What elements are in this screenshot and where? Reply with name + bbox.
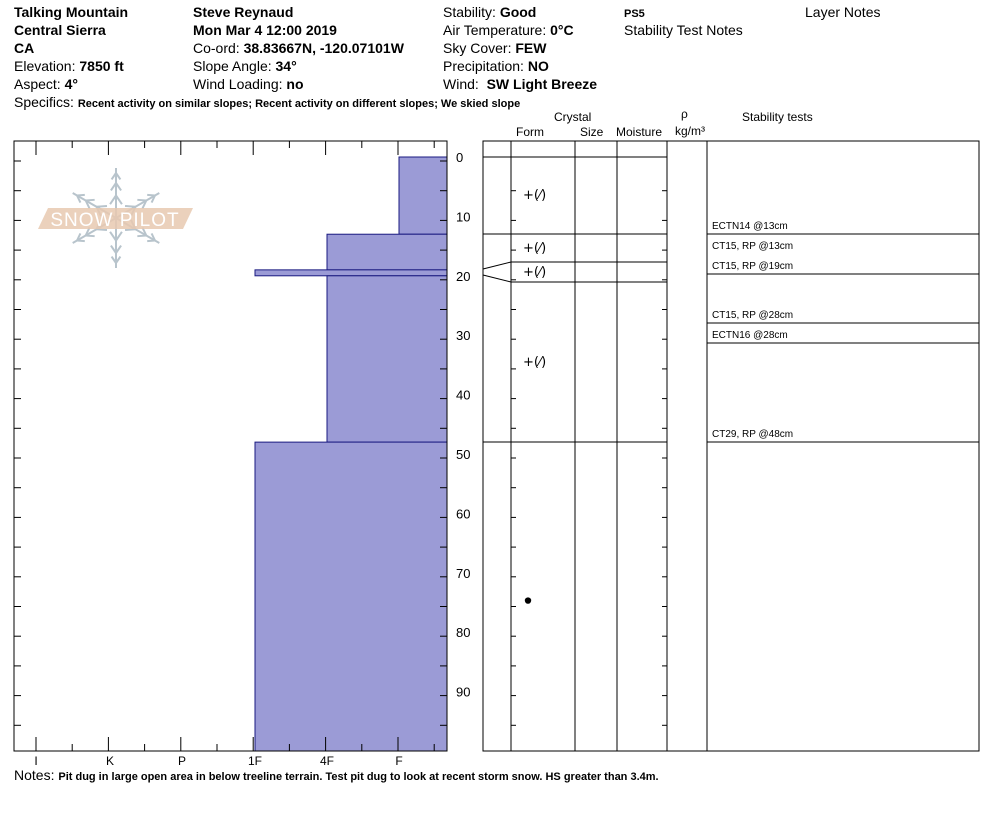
- layer-notes: Layer Notes: [805, 4, 881, 20]
- stability: Stability: Good: [443, 4, 537, 20]
- state: CA: [14, 40, 35, 56]
- depth-label: 90: [456, 685, 470, 700]
- hardness-layer-bar: [326, 275, 448, 443]
- region: Central Sierra: [14, 22, 106, 38]
- depth-label: 10: [456, 209, 470, 224]
- hardness-layer-bar: [254, 269, 448, 277]
- depth-label: 80: [456, 625, 470, 640]
- hardness-plot-frame: [13, 140, 448, 752]
- specifics: Specifics: Recent activity on similar sl…: [14, 94, 521, 110]
- col-crystal: Crystal: [554, 110, 592, 124]
- layer-table-frame: [482, 140, 980, 752]
- air-temperature: Air Temperature: 0°C: [443, 22, 574, 38]
- slope-angle: Slope Angle: 34°: [193, 58, 297, 74]
- stability-test-result: CT15, RP @13cm: [712, 241, 793, 252]
- col-form: Form: [516, 125, 544, 139]
- hardness-label: K: [106, 754, 114, 768]
- hardness-layer-bar: [326, 233, 448, 271]
- sky-cover: Sky Cover: FEW: [443, 40, 547, 56]
- col-stability-tests: Stability tests: [742, 110, 813, 124]
- hardness-layer-bar: [254, 441, 448, 752]
- col-rho: ρ: [681, 107, 688, 121]
- stability-test-result: CT29, RP @48cm: [712, 429, 793, 440]
- depth-label: 30: [456, 328, 470, 343]
- temperature-point: [524, 597, 532, 604]
- layer-connector: [482, 274, 512, 283]
- grain-form-symbol: +(⁄): [523, 188, 546, 203]
- observer: Steve Reynaud: [193, 4, 294, 20]
- depth-label: 40: [456, 388, 470, 403]
- precipitation: Precipitation: NO: [443, 58, 549, 74]
- hardness-label: 1F: [248, 754, 262, 768]
- hardness-layer-bar: [398, 156, 448, 235]
- grain-form-symbol: +(⁄): [523, 241, 546, 256]
- stability-test-result: CT15, RP @28cm: [712, 310, 793, 321]
- grain-form-symbol: +(⁄): [523, 355, 546, 370]
- logo-banner: [38, 208, 193, 229]
- col-size: Size: [580, 125, 604, 139]
- hardness-label: I: [34, 754, 37, 768]
- depth-label: 60: [456, 506, 470, 521]
- stability-test-result: CT15, RP @19cm: [712, 261, 793, 272]
- depth-label: 50: [456, 447, 470, 462]
- notes: Notes: Pit dug in large open area in bel…: [14, 767, 659, 783]
- location: Talking Mountain: [14, 4, 129, 20]
- depth-label: 70: [456, 566, 470, 581]
- depth-label: 20: [456, 269, 470, 284]
- stability-test-notes: Stability Test Notes: [624, 22, 743, 38]
- hardness-label: F: [395, 754, 402, 768]
- datetime: Mon Mar 4 12:00 2019: [193, 22, 337, 38]
- elevation: Elevation: 7850 ft: [14, 58, 124, 74]
- logo-text: SNOW PILOT: [50, 210, 179, 231]
- coordinates: Co-ord: 38.83667N, -120.07101W: [193, 40, 404, 56]
- col-moisture: Moisture: [616, 125, 663, 139]
- hardness-label: P: [178, 754, 186, 768]
- wind-loading: Wind Loading: no: [193, 76, 304, 92]
- depth-label: 0: [456, 150, 463, 165]
- ps-code: PS5: [624, 8, 645, 20]
- hardness-label: 4F: [320, 754, 334, 768]
- stability-test-result: ECTN16 @28cm: [712, 330, 788, 341]
- layer-connector: [482, 261, 512, 270]
- grain-form-symbol: +(⁄): [523, 265, 546, 280]
- aspect: Aspect: 4°: [14, 76, 78, 92]
- stability-test-result: ECTN14 @13cm: [712, 221, 788, 232]
- col-density: kg/m³: [675, 124, 705, 138]
- wind: Wind: SW Light Breeze: [443, 76, 598, 92]
